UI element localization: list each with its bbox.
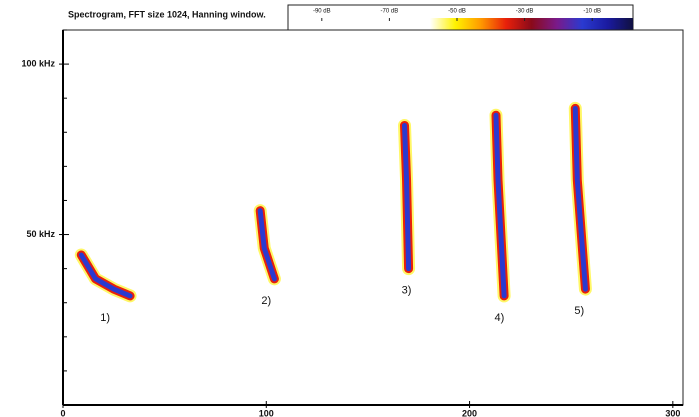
colorbar-tick-label: -50 dB <box>448 9 466 15</box>
y-tick-label: 100 kHz <box>21 58 55 68</box>
colorbar-tick-label: -90 dB <box>313 9 331 15</box>
call-core <box>493 112 507 299</box>
call-label: 1) <box>100 312 110 324</box>
chart-title: Spectrogram, FFT size 1024, Hanning wind… <box>68 9 266 19</box>
call-core <box>572 105 588 292</box>
call-core <box>402 122 412 272</box>
call-label: 5) <box>574 305 584 317</box>
colorbar-tick-label: -30 dB <box>516 9 534 15</box>
colorbar-tick-label: -70 dB <box>381 9 399 15</box>
plot-frame <box>62 29 684 406</box>
x-tick-label: 300 <box>665 408 680 417</box>
x-tick-label: 200 <box>462 408 477 417</box>
call-core <box>78 252 133 299</box>
call-label: 3) <box>402 285 412 297</box>
call-label: 4) <box>494 312 504 324</box>
y-tick-label: 50 kHz <box>26 229 55 239</box>
x-tick-label: 0 <box>60 408 65 417</box>
colorbar-tick-label: -10 dB <box>583 9 601 15</box>
call-label: 2) <box>261 295 271 307</box>
colorbar <box>430 18 633 30</box>
call-core <box>257 208 277 282</box>
x-tick-label: 100 <box>259 408 274 417</box>
